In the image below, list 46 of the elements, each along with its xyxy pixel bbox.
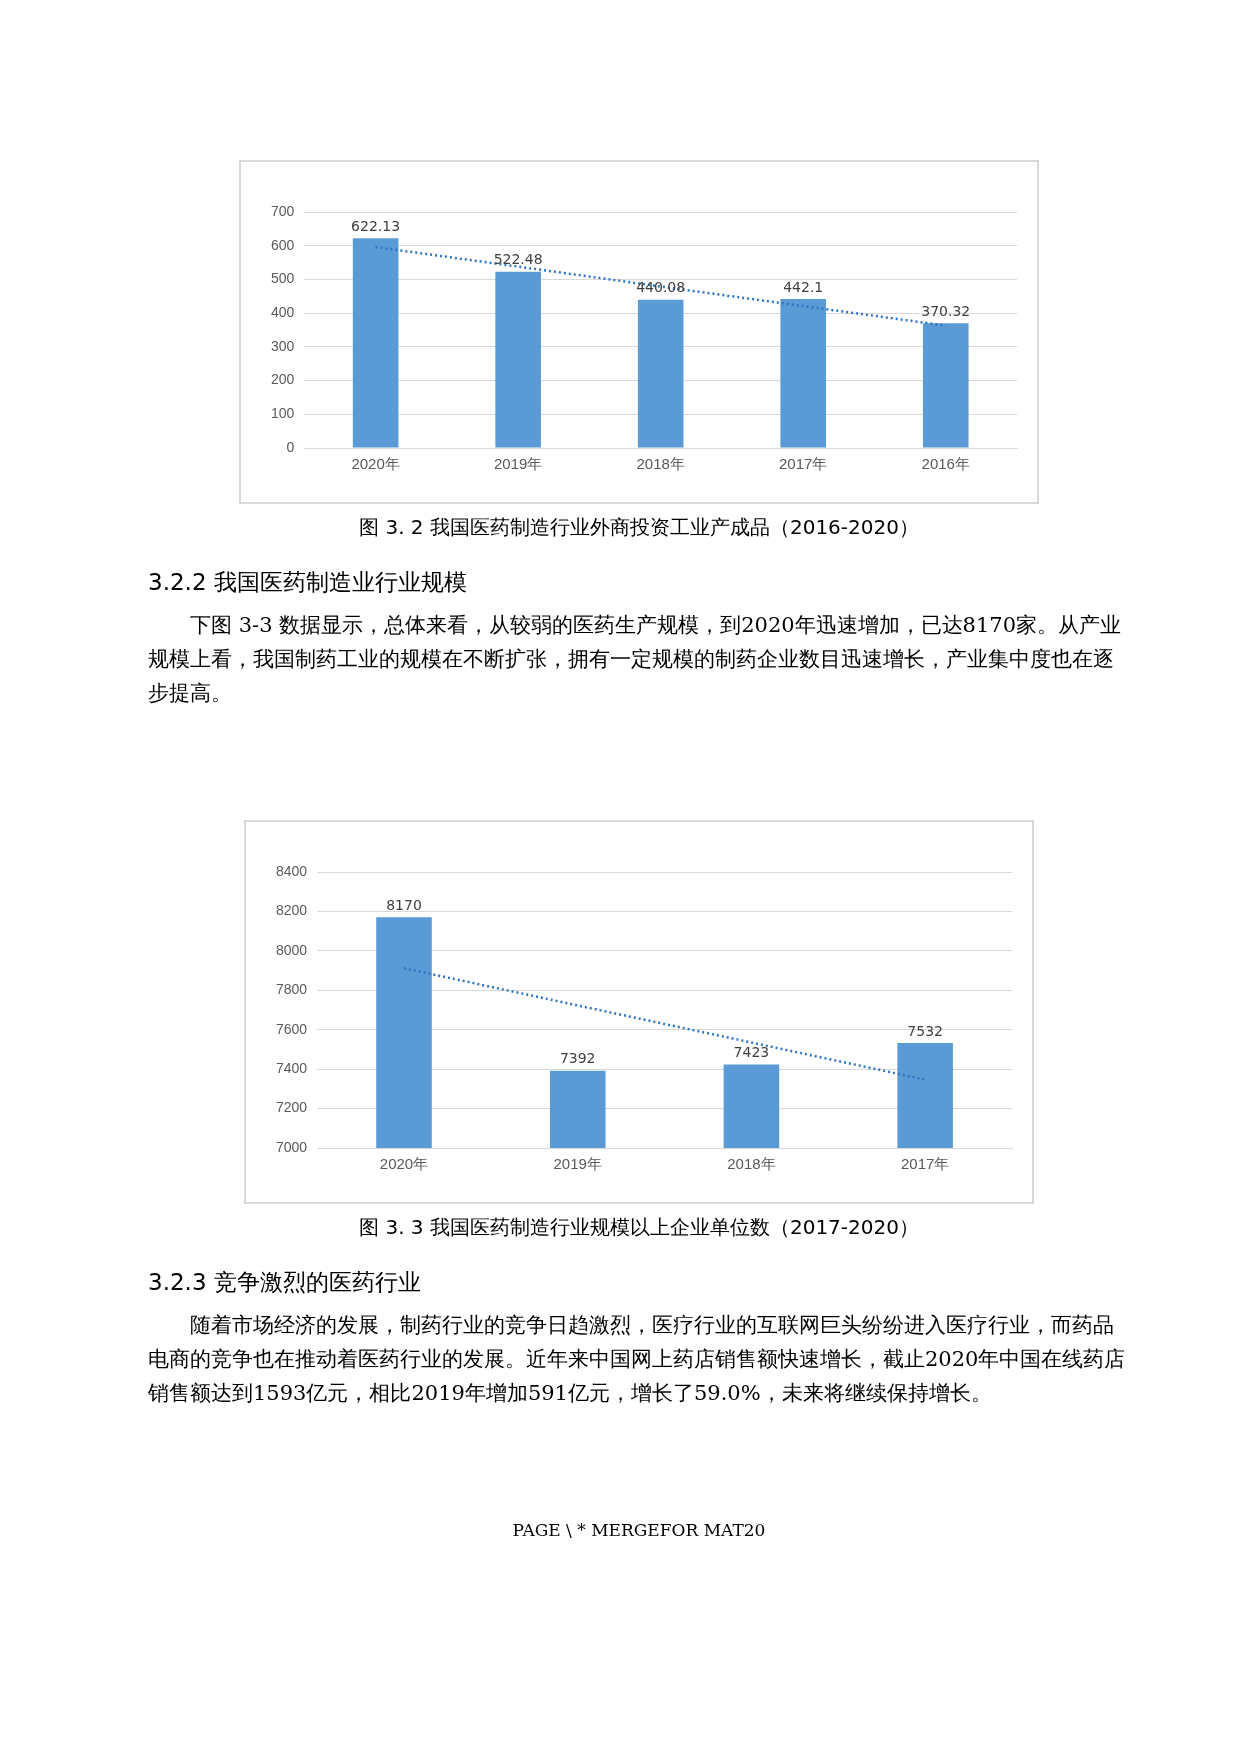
y-tick-label: 100 [271, 405, 295, 422]
y-tick-label: 600 [271, 236, 295, 253]
x-tick-label: 2020年 [379, 1155, 429, 1173]
data-label: 522.48 [493, 251, 543, 268]
x-tick-label: 2018年 [727, 1155, 776, 1173]
x-tick-label: 2020年 [351, 455, 400, 473]
text: 图 3. 2 我国医药制造行业外商投资工业产成品（2016-2020） [358, 514, 920, 541]
x-tick-label: 2017年 [900, 1155, 950, 1173]
x-tick-label: 2019年 [553, 1155, 602, 1173]
text: 图 3. 3 我国医药制造行业规模以上企业单位数（2017-2020） [358, 1214, 920, 1241]
bar [637, 299, 684, 448]
data-label: 622.13 [351, 217, 401, 234]
text: PAGE \ * MERGEFOR MAT20 [511, 1520, 767, 1540]
y-tick-label: 8200 [275, 902, 308, 919]
x-tick-label: 2019年 [493, 455, 543, 473]
data-label: 7532 [907, 1022, 943, 1039]
y-tick-label: 7600 [275, 1020, 308, 1037]
x-tick-label: 2017年 [779, 455, 828, 473]
bar [922, 323, 969, 448]
y-tick-label: 200 [271, 371, 295, 388]
y-tick-label: 8400 [275, 862, 308, 879]
text: 3.2.3 竞争激烈的医药行业 [148, 1268, 422, 1297]
x-tick-label: 2018年 [636, 455, 685, 473]
text: 下图 3-3 数据显示，总体来看，从较弱的医药生产规模，到2020年迅速增加，已达8170家。从产业规模上看，我国制药工业的规模在不断扩张，拥有一定规模的制药企业数目迅速增长，产业集中度也在逐步提高。 [148, 612, 1123, 707]
y-tick-label: 300 [271, 337, 295, 354]
y-tick-label: 700 [271, 202, 295, 219]
y-tick-label: 7000 [275, 1138, 308, 1155]
y-tick-label: 500 [271, 270, 295, 287]
data-label: 440.08 [636, 279, 686, 296]
y-tick-label: 0 [286, 438, 295, 455]
bar [352, 238, 399, 448]
data-label: 370.32 [921, 302, 971, 319]
data-label: 442.1 [783, 278, 824, 295]
y-tick-label: 8000 [275, 941, 308, 958]
y-tick-label: 400 [271, 304, 295, 320]
y-tick-label: 7800 [275, 981, 308, 998]
text: 随着市场经济的发展，制药行业的竞争日趋激烈，医疗行业的互联网巨头纷纷进入医疗行业，而药品电商的竞争也在推动着医药行业的发展。近年来中国网上药店销售额快速增长，截止2020年中国在线药店销售额达到1593亿元，相比2019年增加591亿元，增长了59.0%，未来将继续保持增长。 [148, 1312, 1127, 1407]
bar [780, 298, 827, 448]
data-label: 8170 [386, 896, 422, 913]
y-tick-label: 7400 [275, 1060, 308, 1076]
data-label: 7392 [559, 1050, 596, 1067]
x-tick-label: 2016年 [921, 455, 970, 473]
y-tick-label: 7200 [275, 1099, 308, 1116]
text: 3.2.2 我国医药制造业行业规模 [148, 568, 468, 597]
data-label: 7423 [733, 1044, 770, 1061]
bar [495, 271, 541, 448]
